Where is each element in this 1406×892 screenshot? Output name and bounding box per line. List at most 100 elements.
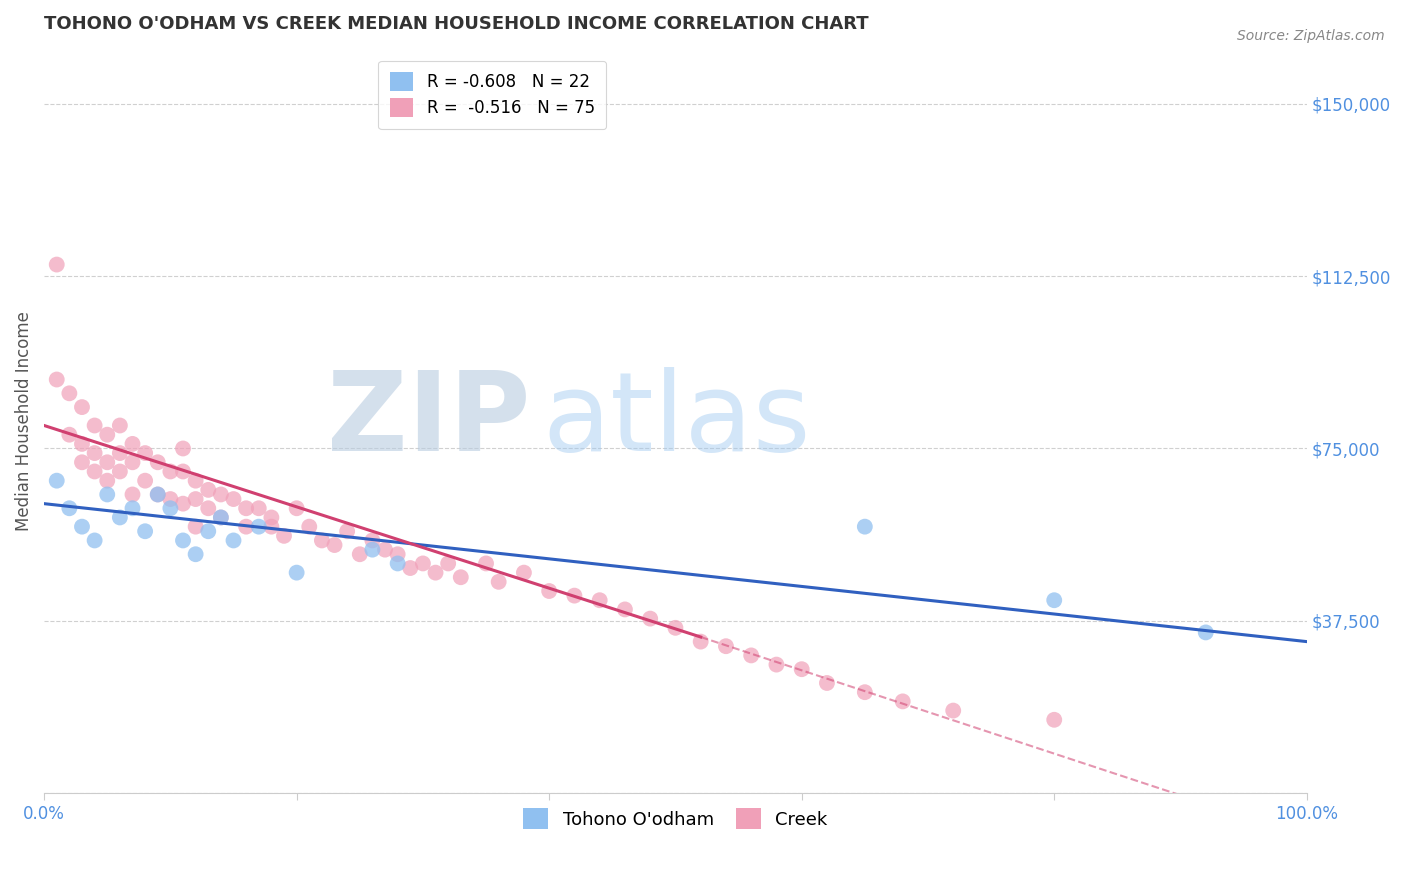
Point: [361, 533, 384, 548]
Point: [159, 465, 181, 479]
Point: [387, 547, 409, 561]
Point: [298, 519, 321, 533]
Point: [891, 694, 914, 708]
Point: [942, 704, 965, 718]
Point: [70, 437, 93, 451]
Point: [121, 455, 143, 469]
Point: [209, 487, 232, 501]
Point: [361, 542, 384, 557]
Point: [121, 437, 143, 451]
Point: [184, 474, 207, 488]
Point: [146, 455, 169, 469]
Point: [121, 501, 143, 516]
Point: [311, 533, 333, 548]
Point: [260, 519, 283, 533]
Point: [399, 561, 422, 575]
Point: [70, 400, 93, 414]
Point: [70, 519, 93, 533]
Point: [1043, 713, 1066, 727]
Point: [83, 465, 105, 479]
Point: [538, 584, 561, 599]
Point: [184, 519, 207, 533]
Point: [108, 510, 131, 524]
Point: [83, 418, 105, 433]
Point: [222, 533, 245, 548]
Point: [765, 657, 787, 672]
Point: [437, 557, 460, 571]
Point: [689, 634, 711, 648]
Point: [83, 533, 105, 548]
Y-axis label: Median Household Income: Median Household Income: [15, 311, 32, 531]
Point: [209, 510, 232, 524]
Point: [184, 547, 207, 561]
Point: [197, 524, 219, 539]
Point: [209, 510, 232, 524]
Point: [96, 474, 118, 488]
Point: [197, 483, 219, 497]
Point: [613, 602, 636, 616]
Point: [638, 612, 661, 626]
Point: [285, 501, 308, 516]
Point: [172, 533, 194, 548]
Point: [790, 662, 813, 676]
Point: [387, 557, 409, 571]
Point: [714, 639, 737, 653]
Point: [96, 427, 118, 442]
Point: [58, 386, 80, 401]
Point: [664, 621, 686, 635]
Point: [108, 465, 131, 479]
Point: [222, 491, 245, 506]
Point: [45, 474, 67, 488]
Point: [121, 487, 143, 501]
Point: [58, 501, 80, 516]
Point: [172, 465, 194, 479]
Point: [96, 487, 118, 501]
Point: [374, 542, 396, 557]
Point: [853, 685, 876, 699]
Point: [260, 510, 283, 524]
Point: [450, 570, 472, 584]
Point: [146, 487, 169, 501]
Point: [146, 487, 169, 501]
Point: [425, 566, 447, 580]
Point: [108, 418, 131, 433]
Point: [323, 538, 346, 552]
Point: [134, 524, 156, 539]
Point: [1195, 625, 1218, 640]
Point: [1043, 593, 1066, 607]
Point: [853, 519, 876, 533]
Point: [349, 547, 371, 561]
Point: [159, 491, 181, 506]
Point: [172, 497, 194, 511]
Point: [247, 501, 270, 516]
Point: [273, 529, 295, 543]
Point: [45, 258, 67, 272]
Point: [45, 372, 67, 386]
Legend: Tohono O'odham, Creek: Tohono O'odham, Creek: [516, 801, 835, 837]
Point: [589, 593, 612, 607]
Point: [235, 501, 257, 516]
Point: [159, 501, 181, 516]
Point: [235, 519, 257, 533]
Text: Source: ZipAtlas.com: Source: ZipAtlas.com: [1237, 29, 1385, 43]
Text: ZIP: ZIP: [326, 368, 530, 475]
Point: [83, 446, 105, 460]
Point: [70, 455, 93, 469]
Point: [475, 557, 498, 571]
Point: [96, 455, 118, 469]
Point: [336, 524, 359, 539]
Text: atlas: atlas: [543, 368, 811, 475]
Point: [197, 501, 219, 516]
Point: [513, 566, 536, 580]
Point: [247, 519, 270, 533]
Point: [412, 557, 434, 571]
Point: [134, 474, 156, 488]
Point: [58, 427, 80, 442]
Point: [108, 446, 131, 460]
Point: [488, 574, 510, 589]
Point: [564, 589, 586, 603]
Point: [184, 491, 207, 506]
Text: TOHONO O'ODHAM VS CREEK MEDIAN HOUSEHOLD INCOME CORRELATION CHART: TOHONO O'ODHAM VS CREEK MEDIAN HOUSEHOLD…: [44, 15, 869, 33]
Point: [740, 648, 762, 663]
Point: [815, 676, 838, 690]
